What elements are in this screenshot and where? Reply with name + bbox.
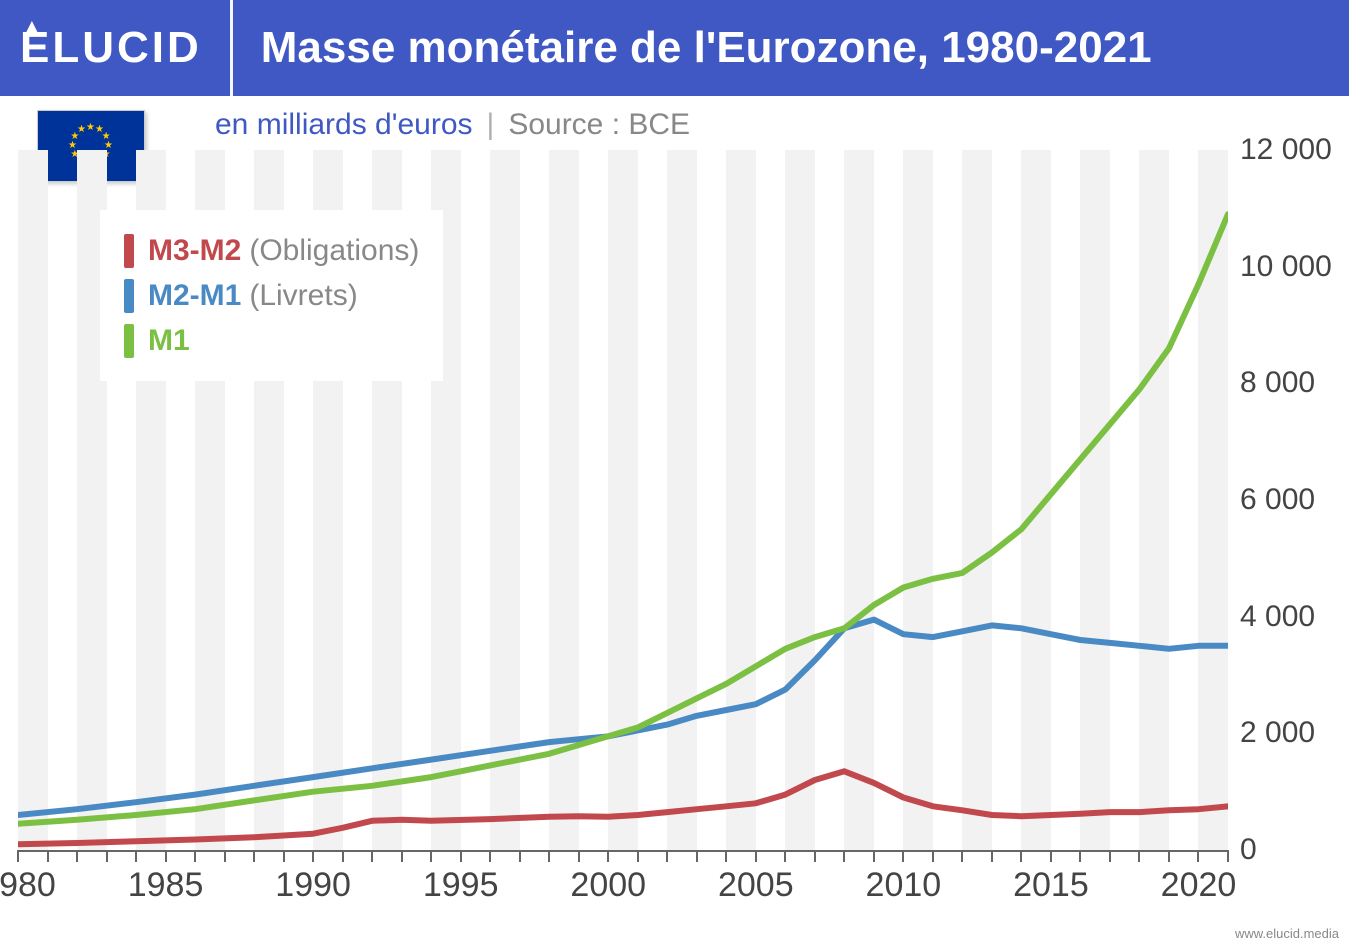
x-tick: [489, 850, 491, 862]
x-tick: [696, 850, 698, 862]
legend-main-label: M1: [148, 318, 190, 363]
y-tick-label: 10 000: [1240, 250, 1332, 284]
x-axis-labels: 198019851990199520002005201020152020: [18, 856, 1228, 906]
x-tick: [17, 850, 19, 862]
x-tick: [578, 850, 580, 862]
x-tick: [902, 850, 904, 862]
x-tick: [47, 850, 49, 862]
legend-swatch: [124, 324, 134, 358]
x-tick-label: 1980: [0, 866, 56, 905]
header-divider: [230, 0, 233, 108]
x-tick-label: 2020: [1161, 866, 1237, 905]
x-tick: [932, 850, 934, 862]
y-tick-label: 0: [1240, 833, 1257, 867]
y-tick-label: 12 000: [1240, 133, 1332, 167]
x-tick: [460, 850, 462, 862]
x-tick: [843, 850, 845, 862]
x-tick: [253, 850, 255, 862]
x-tick: [312, 850, 314, 862]
y-tick-label: 2 000: [1240, 716, 1315, 750]
footer-watermark: www.elucid.media: [1235, 926, 1339, 941]
x-tick: [1050, 850, 1052, 862]
x-tick-label: 2010: [866, 866, 942, 905]
y-tick-label: 8 000: [1240, 366, 1315, 400]
y-axis-labels: 02 0004 0006 0008 00010 00012 000: [1240, 150, 1340, 850]
y-tick-label: 4 000: [1240, 600, 1315, 634]
x-tick: [1197, 850, 1199, 862]
x-tick: [76, 850, 78, 862]
x-tick: [873, 850, 875, 862]
x-tick: [1168, 850, 1170, 862]
x-axis: [18, 850, 1228, 852]
legend-item-m3m2: M3-M2(Obligations): [124, 228, 419, 273]
x-tick: [165, 850, 167, 862]
x-tick: [637, 850, 639, 862]
x-tick: [135, 850, 137, 862]
x-tick-label: 1985: [128, 866, 204, 905]
legend-swatch: [124, 279, 134, 313]
x-tick: [1079, 850, 1081, 862]
x-tick: [1227, 850, 1229, 862]
y-tick-label: 6 000: [1240, 483, 1315, 517]
legend-box: M3-M2(Obligations)M2-M1(Livrets)M1: [100, 210, 443, 381]
subtitle-source: Source : BCE: [508, 108, 690, 142]
x-tick: [106, 850, 108, 862]
x-tick-label: 1995: [423, 866, 499, 905]
series-line-m2m1: [18, 620, 1228, 815]
x-tick: [371, 850, 373, 862]
x-tick: [725, 850, 727, 862]
x-tick: [814, 850, 816, 862]
x-tick: [961, 850, 963, 862]
brand-logo: ▲ ELUCID: [20, 0, 230, 96]
x-tick: [991, 850, 993, 862]
x-tick: [194, 850, 196, 862]
legend-item-m1: M1: [124, 318, 419, 363]
legend-swatch: [124, 234, 134, 268]
subtitle-row: en milliards d'euros | Source : BCE: [215, 108, 690, 142]
legend-main-label: M2-M1: [148, 273, 241, 318]
x-tick: [1109, 850, 1111, 862]
x-tick-label: 2015: [1013, 866, 1089, 905]
subtitle-separator: |: [487, 108, 495, 142]
x-tick: [224, 850, 226, 862]
x-tick-label: 1990: [275, 866, 351, 905]
x-tick: [755, 850, 757, 862]
legend-sub-label: (Obligations): [249, 228, 419, 273]
header-bar: ▲ ELUCID Masse monétaire de l'Eurozone, …: [0, 0, 1349, 96]
subtitle-unit: en milliards d'euros: [215, 108, 473, 142]
legend-sub-label: (Livrets): [249, 273, 357, 318]
x-tick: [548, 850, 550, 862]
chart-title: Masse monétaire de l'Eurozone, 1980-2021: [233, 23, 1152, 73]
x-tick: [401, 850, 403, 862]
brand-accent: ▲: [20, 14, 47, 42]
x-tick-label: 2005: [718, 866, 794, 905]
legend-item-m2m1: M2-M1(Livrets): [124, 273, 419, 318]
brand-text: ELUCID: [20, 23, 202, 73]
x-tick: [607, 850, 609, 862]
x-tick: [784, 850, 786, 862]
x-tick: [342, 850, 344, 862]
x-tick: [1020, 850, 1022, 862]
x-tick: [430, 850, 432, 862]
x-tick: [283, 850, 285, 862]
x-tick: [1138, 850, 1140, 862]
x-tick: [519, 850, 521, 862]
x-tick: [666, 850, 668, 862]
x-tick-label: 2000: [570, 866, 646, 905]
legend-main-label: M3-M2: [148, 228, 241, 273]
